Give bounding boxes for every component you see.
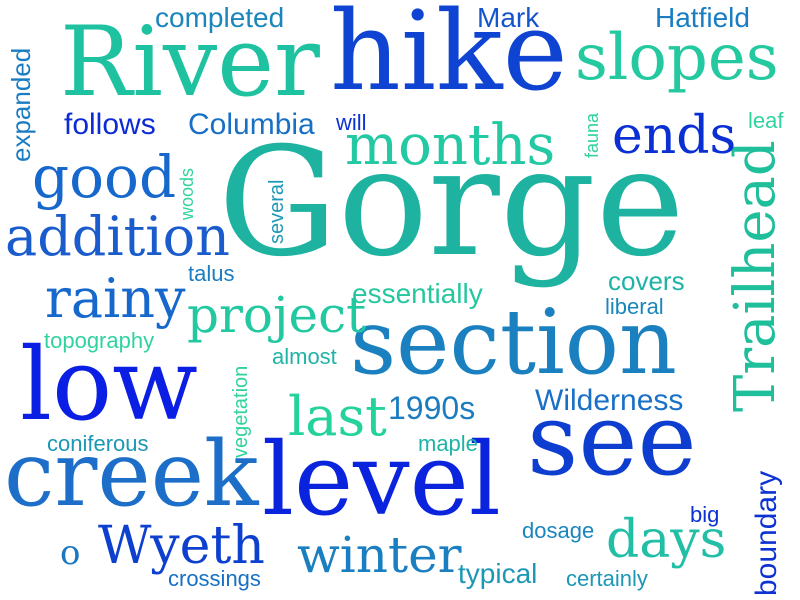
word-covers: covers (608, 266, 685, 296)
word-typical: typical (458, 558, 538, 589)
word-boundary: boundary (750, 470, 783, 596)
word-leaf: leaf (748, 108, 784, 133)
word-topography: topography (44, 328, 155, 353)
word-maple: maple (418, 431, 478, 456)
word-level: level (262, 421, 501, 538)
word-vegetation: vegetation (230, 365, 252, 458)
word-talus: talus (188, 261, 235, 286)
word-gorge: Gorge (218, 116, 685, 290)
word-wyeth: Wyeth (98, 516, 265, 576)
word-low: low (20, 326, 198, 443)
word-dosage: dosage (522, 518, 595, 543)
word-completed: completed (155, 2, 285, 33)
word-fauna: fauna (582, 112, 602, 158)
word-expanded: expanded (6, 47, 36, 162)
word-columbia: Columbia (188, 108, 315, 141)
word-river: River (60, 6, 320, 118)
word-follows: follows (64, 108, 156, 141)
word-mark: Mark (477, 2, 540, 33)
word-section: section (350, 290, 677, 395)
word-o: o (60, 533, 81, 573)
word-last: last (288, 385, 387, 448)
word-hike: hike (330, 0, 568, 115)
word-coniferous: coniferous (47, 431, 149, 456)
word-big: big (690, 502, 720, 527)
word-good: good (32, 143, 177, 211)
word-woods: woods (177, 167, 197, 220)
word-creek: creek (4, 422, 259, 527)
word-essentially: essentially (352, 278, 483, 309)
word-ends: ends (612, 106, 737, 166)
word-slopes: slopes (575, 21, 779, 95)
word-liberal: liberal (605, 294, 664, 319)
word-rainy: rainy (45, 267, 186, 330)
word-hatfield: Hatfield (655, 2, 750, 33)
word-wilderness: Wilderness (535, 384, 684, 417)
word-winter: winter (297, 526, 462, 584)
word-see: see (527, 381, 697, 498)
word-months: months (345, 113, 556, 178)
word-almost: almost (272, 344, 337, 369)
word-days: days (606, 510, 727, 570)
word-addition: addition (5, 205, 230, 268)
word-trailhead: Trailhead (723, 140, 788, 412)
word-1990s: 1990s (388, 390, 476, 426)
word-project: project (187, 286, 367, 344)
word-crossings: crossings (168, 566, 261, 591)
word-certainly: certainly (566, 566, 648, 591)
word-will: will (336, 110, 367, 135)
word-several: several (266, 179, 288, 244)
